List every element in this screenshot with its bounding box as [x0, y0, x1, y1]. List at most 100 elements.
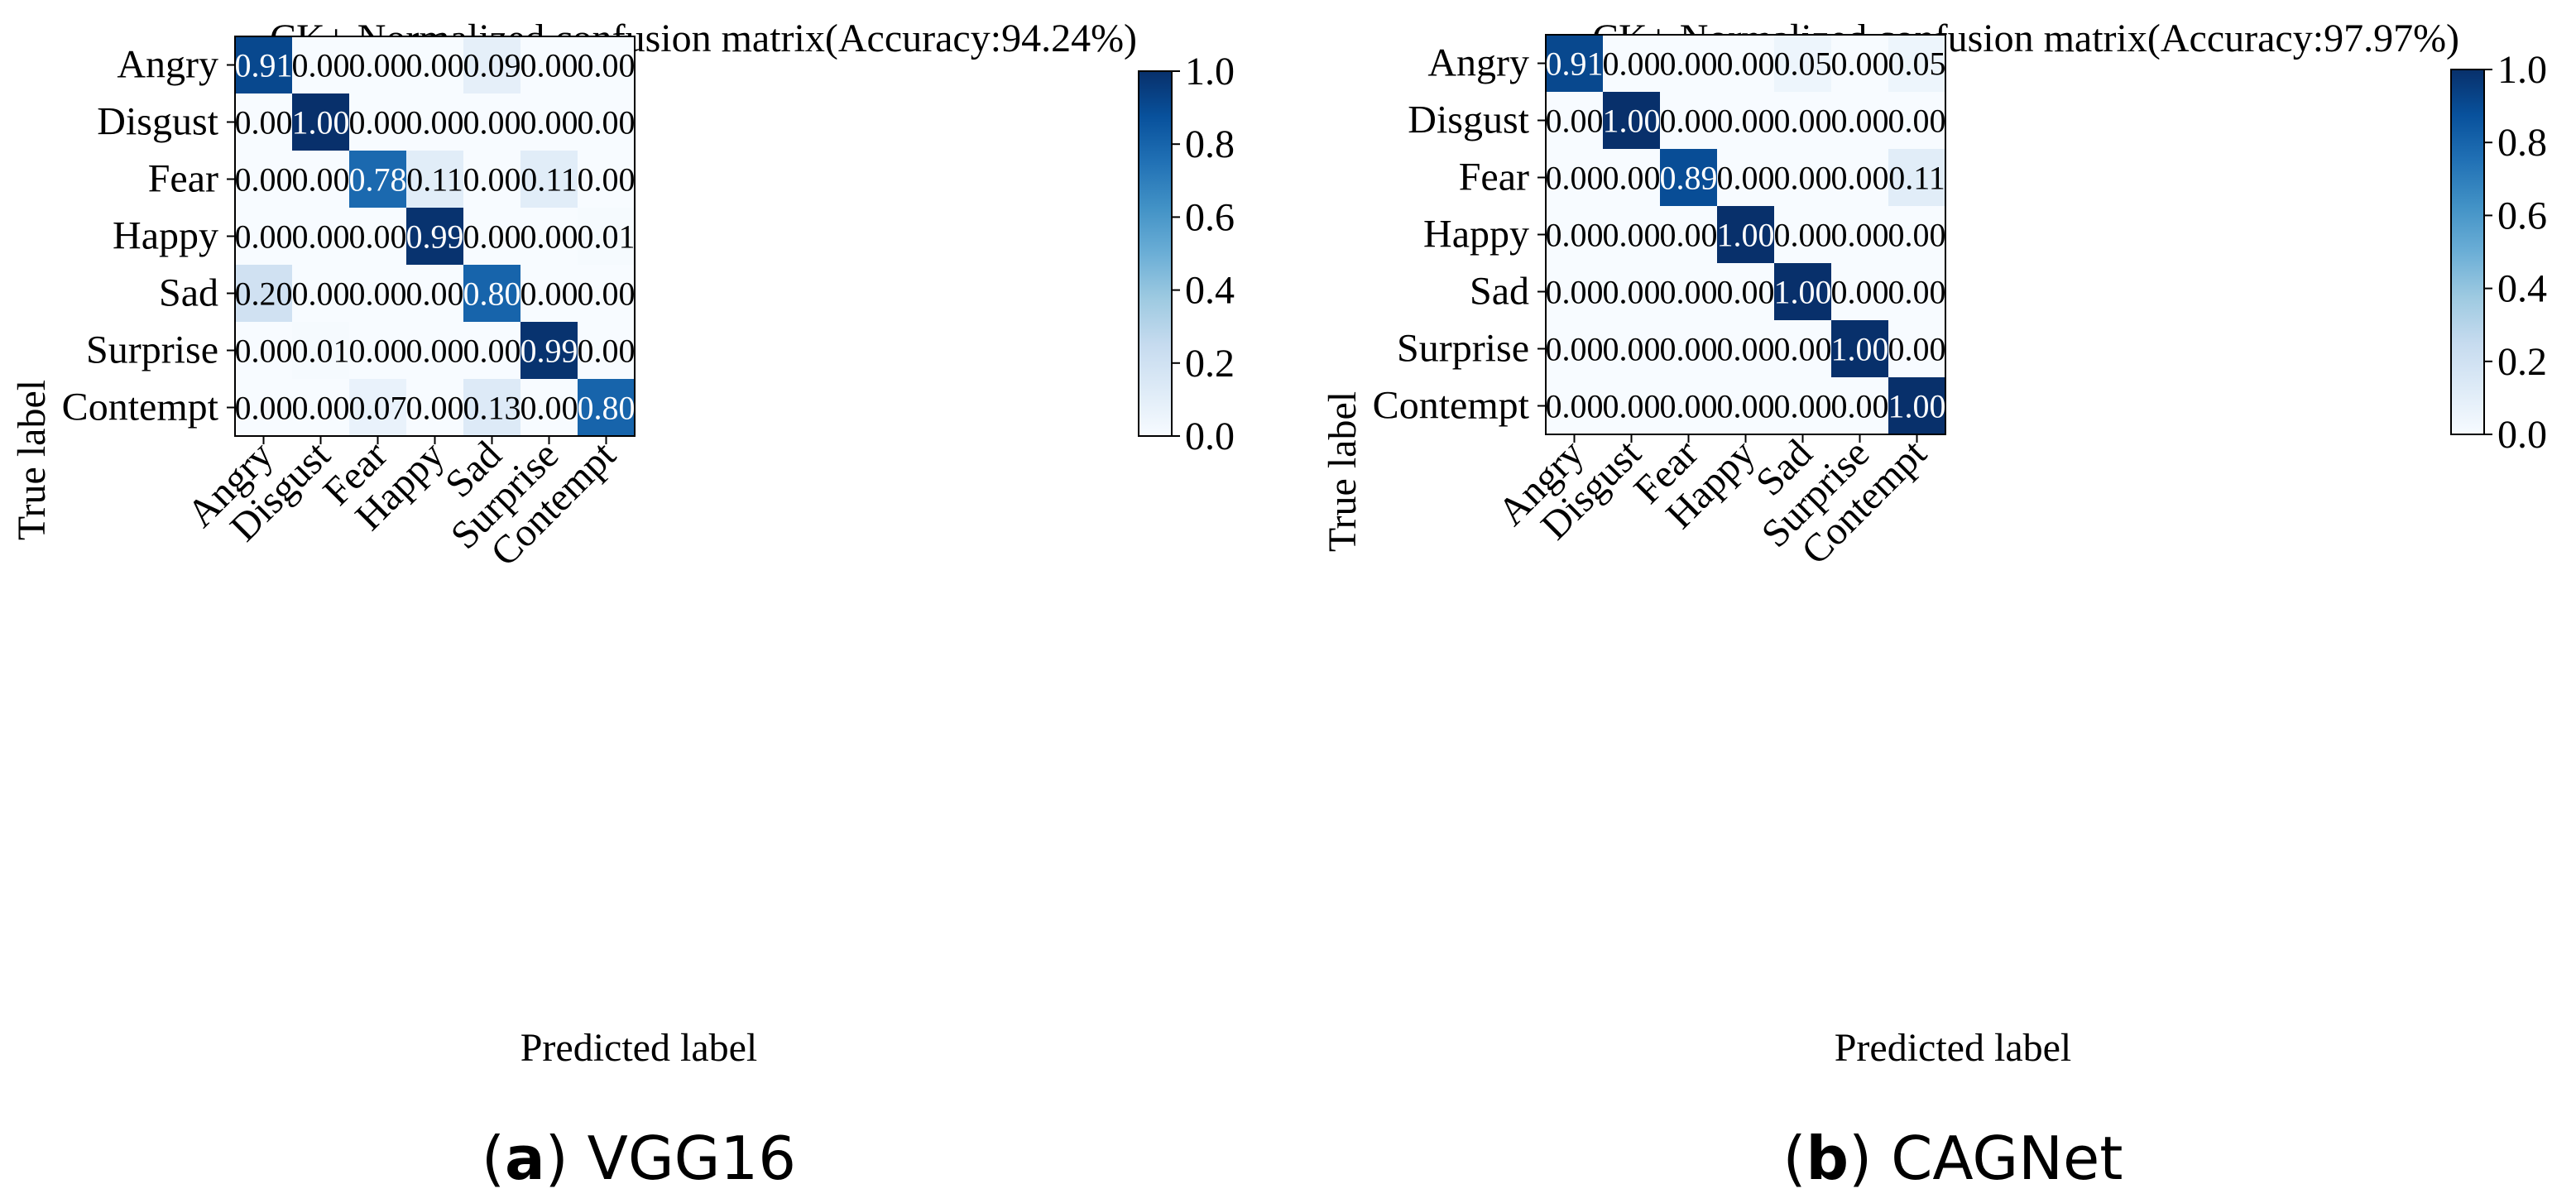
- cell-value-label: 0.00: [1603, 46, 1661, 83]
- cell-value-label: 0.00: [578, 47, 636, 84]
- heatmap-cell: [1546, 92, 1604, 150]
- heatmap-cell: [1546, 377, 1604, 435]
- cell-value-label: 0.00: [235, 390, 293, 427]
- cell-value-label: 0.00: [1546, 103, 1604, 140]
- heatmap-cell: [578, 151, 636, 208]
- heatmap-cell: [235, 208, 293, 266]
- cell-value-label: 0.00: [578, 276, 636, 313]
- y-tick-label: Angry: [1427, 41, 1529, 85]
- cell-value-label: 0.20: [235, 276, 293, 313]
- colorbar-gradient: [1138, 70, 1173, 437]
- heatmap-cell: [349, 93, 407, 151]
- cell-value-label: 0.00: [1546, 217, 1604, 254]
- heatmap-cell: [463, 265, 521, 323]
- heatmap-cell: [1774, 320, 1832, 378]
- heatmap-cell: [1831, 320, 1889, 378]
- y-tick-label: Disgust: [97, 100, 218, 144]
- heatmap-cell: [1831, 35, 1889, 93]
- cell-value-label: 0.00: [520, 47, 578, 84]
- heatmap-cell: [463, 93, 521, 151]
- heatmap-cell: [520, 265, 578, 323]
- cell-value-label: 0.00: [463, 333, 521, 370]
- heatmap-cell: [1831, 92, 1889, 150]
- heatmap-cell: [520, 151, 578, 208]
- heatmap-cell: [292, 36, 350, 94]
- y-axis-label: True label: [10, 380, 54, 540]
- cell-value-label: 0.00: [292, 218, 350, 256]
- cell-value-label: 0.00: [1546, 274, 1604, 311]
- heatmap-cell: [1603, 35, 1661, 93]
- heatmap-cell: [1546, 206, 1604, 264]
- cell-value-label: 0.00: [349, 218, 407, 256]
- cell-value-label: 0.11: [1888, 160, 1945, 197]
- heatmap-cell: [1546, 35, 1604, 93]
- cell-value-label: 0.00: [578, 161, 636, 199]
- cell-value-label: 1.00: [1831, 331, 1889, 368]
- cell-value-label: 0.00: [520, 390, 578, 427]
- heatmap-cell: [1546, 263, 1604, 321]
- heatmap-cells: 0.91 0.00 0.00 0.00 0.09 0.00 0.000.00 1.00 0.00…: [234, 36, 636, 437]
- colorbar-tick-label: 0.0: [2497, 413, 2547, 457]
- heatmap-cell: [1660, 263, 1718, 321]
- heatmap-cell: [292, 322, 350, 380]
- y-tick-label: Happy: [1423, 213, 1529, 256]
- cell-value-label: 0.91: [235, 47, 293, 84]
- heatmap-cell: [235, 265, 293, 323]
- cell-value-label: 0.00: [406, 47, 464, 84]
- heatmap-cell: [406, 322, 464, 380]
- cell-value-label: 0.00: [349, 47, 407, 84]
- cell-value-label: 0.00: [292, 161, 350, 199]
- heatmap-cell: [1603, 206, 1661, 264]
- heatmap-cell: [1660, 377, 1718, 435]
- heatmap-cell: [1717, 92, 1775, 150]
- heatmap-cell: [1546, 149, 1604, 207]
- heatmap-cell: [1774, 263, 1832, 321]
- heatmap-cell: [1888, 377, 1946, 435]
- cell-value-label: 0.00: [1660, 331, 1718, 368]
- y-tick-label: Sad: [1470, 270, 1529, 314]
- heatmap-cell: [1888, 263, 1946, 321]
- cell-value-label: 0.00: [292, 390, 350, 427]
- y-tick-label: Fear: [148, 157, 218, 201]
- cell-value-label: 0.00: [1660, 46, 1718, 83]
- cell-value-label: 0.00: [1774, 331, 1832, 368]
- cell-value-label: 0.00: [1546, 388, 1604, 425]
- heatmap-cell: [1888, 320, 1946, 378]
- heatmap-cell: [520, 208, 578, 266]
- heatmap-cell: [235, 36, 293, 94]
- cell-value-label: 0.00: [578, 333, 636, 370]
- cell-value-label: 0.01: [578, 218, 636, 256]
- heatmap-cell: [406, 208, 464, 266]
- cell-value-label: 0.00: [406, 104, 464, 141]
- heatmap-cell: [406, 265, 464, 323]
- cell-value-label: 0.00: [1603, 274, 1661, 311]
- caption-a: (a) VGG16: [482, 1124, 796, 1193]
- colorbar-tick-label: 1.0: [2497, 48, 2547, 92]
- heatmap-cell: [406, 36, 464, 94]
- heatmap-cell: [1603, 263, 1661, 321]
- cell-value-label: 0.00: [463, 218, 521, 256]
- heatmap-cell: [1831, 149, 1889, 207]
- cell-value-label: 0.00: [1717, 274, 1775, 311]
- cell-value-label: 0.00: [292, 47, 350, 84]
- y-tick-label: Disgust: [1408, 98, 1529, 142]
- y-tick-label: Surprise: [1397, 327, 1529, 371]
- heatmap-cell: [463, 36, 521, 94]
- cell-value-label: 0.00: [406, 333, 464, 370]
- cell-value-label: 0.00: [520, 276, 578, 313]
- heatmap-cell: [349, 36, 407, 94]
- cell-value-label: 0.00: [235, 218, 293, 256]
- cell-value-label: 0.00: [235, 333, 293, 370]
- heatmap-cell: [1831, 377, 1889, 435]
- heatmap-cell: [463, 379, 521, 437]
- cell-value-label: 0.00: [1660, 388, 1718, 425]
- cell-value-label: 0.00: [349, 333, 407, 370]
- heatmap-cell: [235, 322, 293, 380]
- cell-value-label: 0.00: [1546, 331, 1604, 368]
- heatmap-cell: [406, 151, 464, 208]
- y-tick-label: Angry: [117, 43, 218, 87]
- heatmap-cell: [1546, 320, 1604, 378]
- heatmap-cell: [578, 208, 636, 266]
- cell-value-label: 0.13: [463, 390, 521, 427]
